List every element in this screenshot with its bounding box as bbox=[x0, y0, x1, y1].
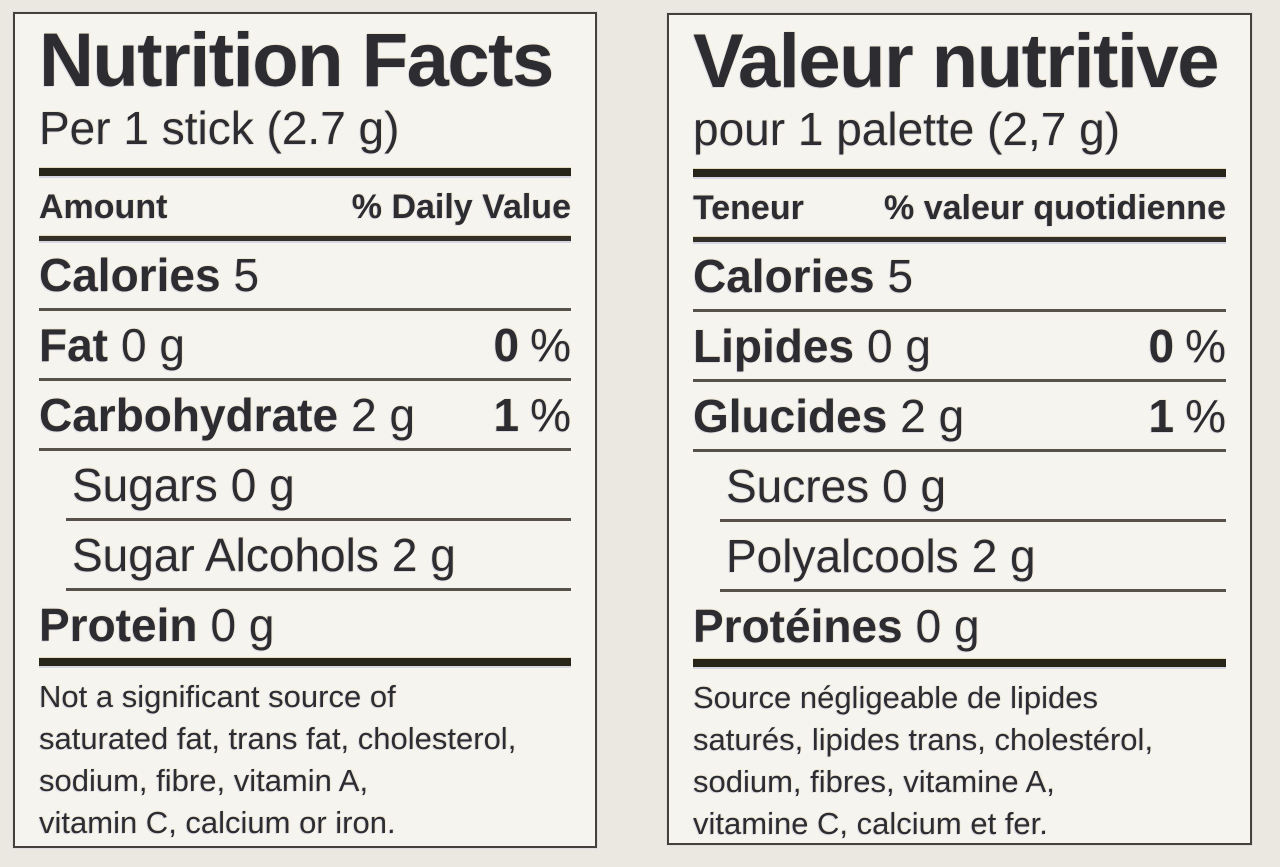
column-header-daily-value: % Daily Value bbox=[351, 188, 571, 226]
nutrient-row: Polyalcools 2 g bbox=[693, 522, 1226, 589]
daily-value-percent: 1% bbox=[494, 388, 572, 442]
percent-sign: % bbox=[1185, 319, 1226, 372]
nutrient-row: Calories 5 bbox=[693, 242, 1226, 309]
row-separator bbox=[693, 379, 1226, 382]
row-separator bbox=[39, 378, 571, 381]
nutrient-name: Protein bbox=[39, 598, 198, 651]
panel-title: Valeur nutritive bbox=[693, 19, 1220, 104]
divider-thick bbox=[693, 659, 1226, 667]
row-separator bbox=[693, 449, 1226, 452]
nutrient-amount: 2 g bbox=[391, 528, 456, 581]
nutrient-row: Sugar Alcohols 2 g bbox=[39, 521, 571, 588]
divider-thick bbox=[39, 168, 571, 176]
nutrient-amount: 2 g bbox=[971, 529, 1036, 582]
divider-medium bbox=[693, 237, 1226, 242]
nutrient-row: Protéines 0 g bbox=[693, 592, 1226, 659]
row-separator bbox=[39, 308, 571, 311]
nutrient-name: Fat bbox=[39, 318, 108, 371]
row-separator bbox=[66, 518, 571, 521]
nutrient-name: Lipides bbox=[693, 319, 855, 372]
nutrition-panel-french: Valeur nutritive pour 1 palette (2,7 g) … bbox=[667, 13, 1252, 845]
nutrient-name: Protéines bbox=[693, 599, 903, 652]
nutrient-row: Sugars 0 g bbox=[39, 451, 571, 518]
daily-value-percent: 0% bbox=[1149, 319, 1227, 373]
row-separator bbox=[66, 588, 571, 591]
row-separator bbox=[720, 589, 1226, 592]
nutrient-name: Sucres bbox=[726, 459, 870, 512]
nutrient-rows: Calories 5 Lipides 0 g 0% Glucides 2 g 1… bbox=[693, 242, 1226, 659]
nutrient-row: Carbohydrate 2 g 1% bbox=[39, 381, 571, 448]
column-header-row: Teneur % valeur quotidienne bbox=[693, 177, 1226, 237]
footnote-line: vitamin C, calcium or iron. bbox=[39, 805, 396, 840]
nutrient-name: Carbohydrate bbox=[39, 388, 339, 441]
nutrient-amount: 5 bbox=[233, 248, 260, 301]
nutrient-amount: 0 g bbox=[230, 458, 295, 511]
divider-thick bbox=[39, 658, 571, 666]
divider-thick bbox=[693, 169, 1226, 177]
footnote-line: saturés, lipides trans, cholestérol, bbox=[693, 722, 1154, 757]
nutrient-amount: 2 g bbox=[351, 388, 416, 441]
nutrient-name: Sugar Alcohols bbox=[72, 528, 379, 581]
row-separator bbox=[720, 519, 1226, 522]
column-header-amount: Teneur bbox=[693, 189, 804, 227]
nutrient-name: Sugars bbox=[72, 458, 218, 511]
nutrient-amount: 0 g bbox=[210, 598, 275, 651]
nutrient-row: Lipides 0 g 0% bbox=[693, 312, 1226, 379]
nutrient-amount: 5 bbox=[887, 249, 914, 302]
daily-value-percent: 1% bbox=[1149, 389, 1227, 443]
footnote-line: sodium, fibres, vitamine A, bbox=[693, 764, 1055, 799]
column-header-amount: Amount bbox=[39, 188, 168, 226]
divider-medium bbox=[39, 236, 571, 241]
daily-value-number: 0 bbox=[1148, 319, 1175, 372]
footnote-line: saturated fat, trans fat, cholesterol, bbox=[39, 721, 517, 756]
nutrient-amount: 0 g bbox=[121, 318, 185, 371]
daily-value-number: 1 bbox=[493, 388, 520, 441]
nutrient-rows: Calories 5 Fat 0 g 0% Carbohydrate 2 g 1… bbox=[39, 241, 571, 658]
nutrient-row: Sucres 0 g bbox=[693, 452, 1226, 519]
percent-sign: % bbox=[1185, 389, 1226, 442]
row-separator bbox=[693, 309, 1226, 312]
serving-size: pour 1 palette (2,7 g) bbox=[693, 103, 1121, 155]
panel-title: Nutrition Facts bbox=[39, 18, 554, 103]
nutrient-name: Calories bbox=[39, 248, 221, 301]
nutrient-name: Calories bbox=[693, 249, 875, 302]
nutrient-row: Calories 5 bbox=[39, 241, 571, 308]
percent-sign: % bbox=[530, 318, 571, 371]
footnote-line: vitamine C, calcium et fer. bbox=[693, 806, 1048, 841]
nutrient-name: Glucides bbox=[693, 389, 888, 442]
row-separator bbox=[39, 448, 571, 451]
daily-value-number: 0 bbox=[493, 318, 520, 371]
daily-value-number: 1 bbox=[1148, 389, 1175, 442]
nutrient-row: Glucides 2 g 1% bbox=[693, 382, 1226, 449]
nutrient-name: Polyalcools bbox=[726, 529, 959, 582]
column-header-row: Amount % Daily Value bbox=[39, 176, 571, 236]
nutrition-panel-english: Nutrition Facts Per 1 stick (2.7 g) Amou… bbox=[13, 12, 597, 848]
column-header-daily-value: % valeur quotidienne bbox=[884, 189, 1226, 227]
nutrient-row: Protein 0 g bbox=[39, 591, 571, 658]
footnote-line: Source négligeable de lipides bbox=[693, 680, 1099, 715]
percent-sign: % bbox=[530, 388, 571, 441]
footnote-line: sodium, fibre, vitamin A, bbox=[39, 763, 369, 798]
footnote: Not a significant source of saturated fat… bbox=[39, 676, 571, 844]
nutrient-row: Fat 0 g 0% bbox=[39, 311, 571, 378]
nutrient-amount: 0 g bbox=[882, 459, 947, 512]
daily-value-percent: 0% bbox=[494, 318, 572, 372]
footnote-line: Not a significant source of bbox=[39, 679, 396, 714]
nutrient-amount: 2 g bbox=[900, 389, 965, 442]
serving-size: Per 1 stick (2.7 g) bbox=[39, 102, 400, 154]
footnote: Source négligeable de lipides saturés, li… bbox=[693, 677, 1226, 845]
nutrient-amount: 0 g bbox=[867, 319, 931, 372]
nutrient-amount: 0 g bbox=[915, 599, 980, 652]
